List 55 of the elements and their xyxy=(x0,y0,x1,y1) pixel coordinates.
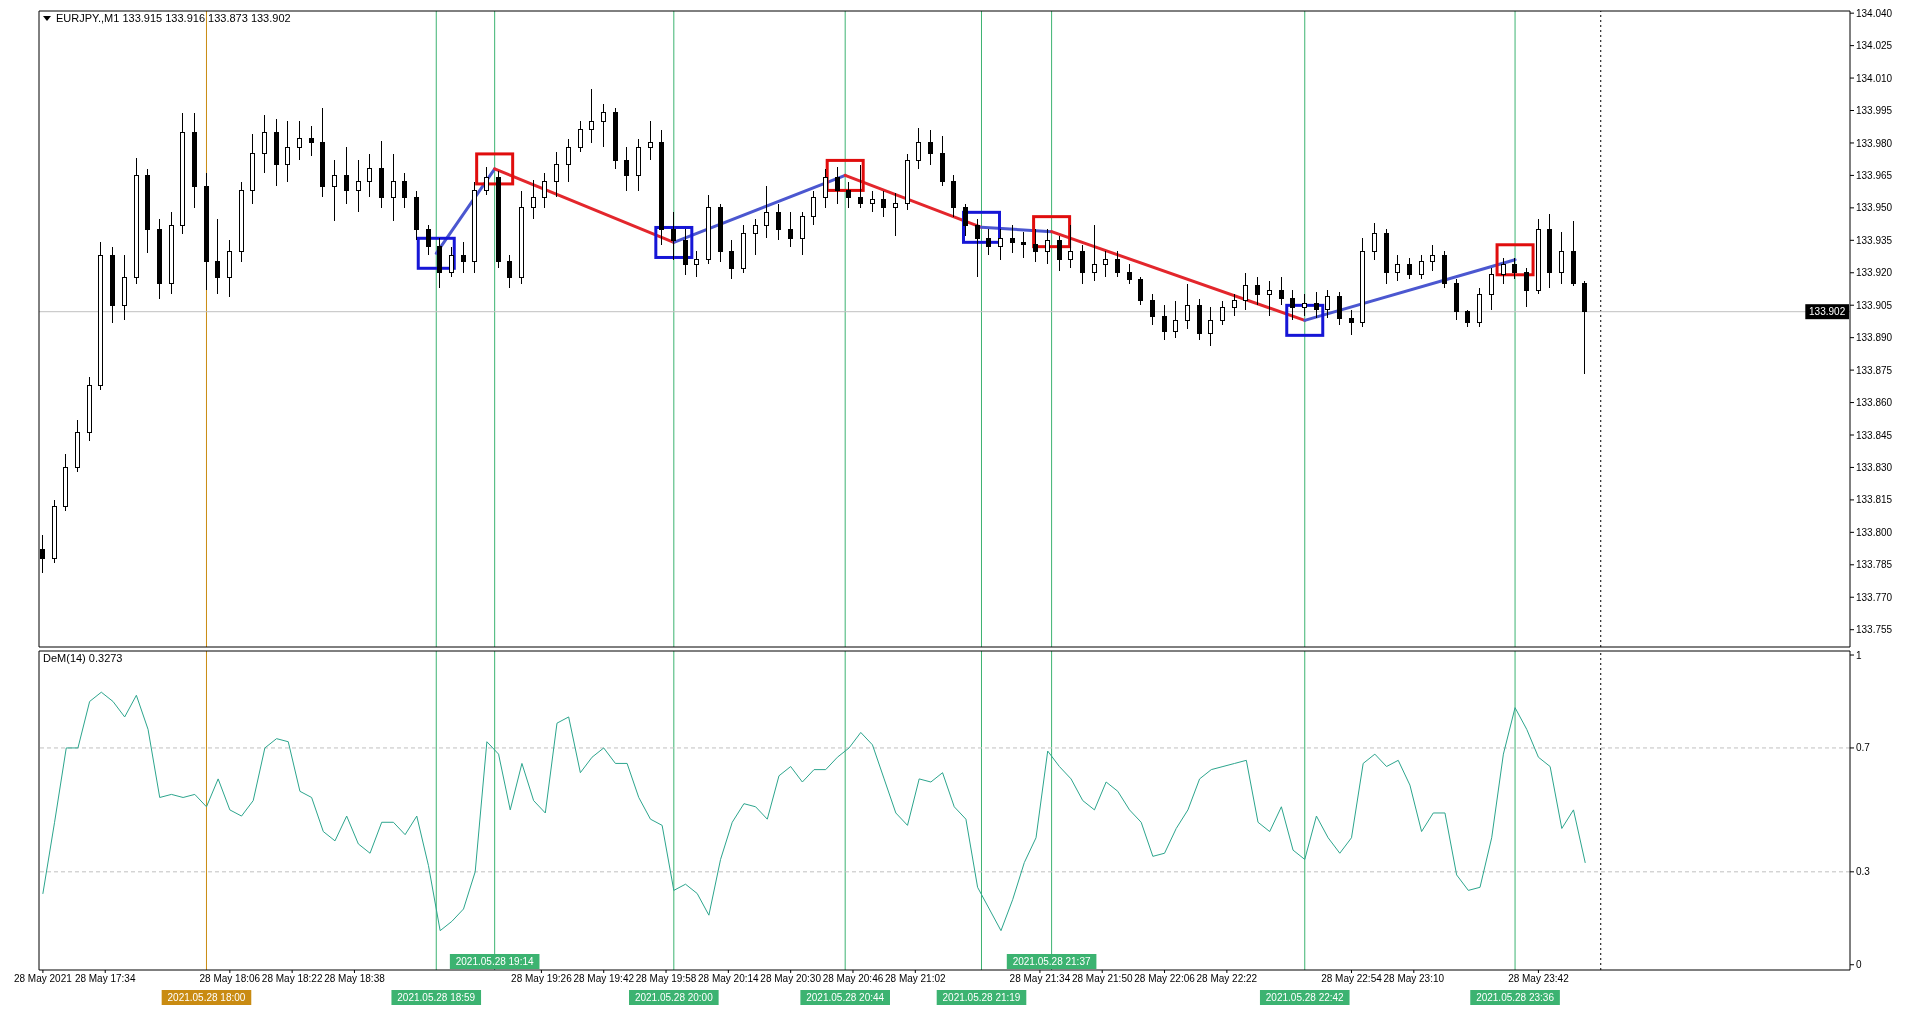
y-tick-label: 133.845 xyxy=(1856,429,1893,441)
ref-line-label: 2021.05.28 20:44 xyxy=(806,992,885,1003)
x-tick-label: 28 May 19:26 xyxy=(511,973,573,985)
x-tick-label: 28 May 2021 xyxy=(13,973,73,985)
y-tick-label: 1 xyxy=(1856,649,1862,661)
y-tick-label: 133.800 xyxy=(1856,526,1893,538)
ref-line-label: 2021.05.28 18:59 xyxy=(397,992,476,1003)
x-tick-label: 28 May 18:38 xyxy=(324,973,386,985)
y-tick-label: 134.025 xyxy=(1856,40,1893,52)
y-tick-label: 133.785 xyxy=(1856,559,1893,571)
x-tick-label: 28 May 18:06 xyxy=(199,973,261,985)
y-tick-label: 133.965 xyxy=(1856,169,1893,181)
y-tick-label: 133.995 xyxy=(1856,105,1893,117)
y-tick-label: 133.980 xyxy=(1856,137,1893,149)
x-tick-label: 28 May 20:46 xyxy=(822,973,884,985)
chart-title: DeM(14) 0.3273 xyxy=(43,652,123,664)
x-tick-label: 28 May 19:58 xyxy=(635,973,697,985)
y-tick-label: 133.815 xyxy=(1856,494,1893,506)
x-tick-label: 28 May 23:10 xyxy=(1383,973,1445,985)
x-tick-label: 28 May 21:50 xyxy=(1071,973,1133,985)
ref-line-label: 2021.05.28 19:14 xyxy=(455,956,535,967)
x-tick-label: 28 May 21:34 xyxy=(1009,973,1071,985)
y-tick-label: 133.875 xyxy=(1856,364,1893,376)
y-tick-label: 133.770 xyxy=(1856,591,1893,603)
y-tick-label: 133.890 xyxy=(1856,332,1893,344)
y-tick-label: 133.905 xyxy=(1856,299,1893,311)
y-tick-label: 133.920 xyxy=(1856,267,1893,279)
ref-line-label: 2021.05.28 18:00 xyxy=(167,992,246,1003)
x-tick-label: 28 May 23:42 xyxy=(1508,973,1570,985)
chart-title: EURJPY.,M1 133.915 133.916 133.873 133.902 xyxy=(56,12,291,24)
x-tick-label: 28 May 22:54 xyxy=(1321,973,1383,985)
y-tick-label: 0.7 xyxy=(1856,742,1871,754)
ref-line-label: 2021.05.28 23:36 xyxy=(1476,992,1555,1003)
x-tick-label: 28 May 22:22 xyxy=(1196,973,1258,985)
ref-line-label: 2021.05.28 20:00 xyxy=(634,992,714,1003)
y-tick-label: 134.040 xyxy=(1856,7,1893,19)
ref-line-label: 2021.05.28 22:42 xyxy=(1265,992,1345,1003)
y-tick-label: 133.755 xyxy=(1856,624,1893,636)
ref-line-label: 2021.05.28 21:19 xyxy=(942,992,1021,1003)
y-tick-label: 134.010 xyxy=(1856,72,1893,84)
x-tick-label: 28 May 18:22 xyxy=(261,973,323,985)
x-tick-label: 28 May 21:02 xyxy=(884,973,947,985)
ref-line-label: 133.902 xyxy=(1809,306,1846,318)
y-tick-label: 133.830 xyxy=(1856,462,1893,473)
y-tick-label: 133.935 xyxy=(1856,234,1893,246)
x-tick-label: 28 May 20:30 xyxy=(760,973,822,985)
x-tick-label: 28 May 19:42 xyxy=(573,973,635,985)
x-tick-label: 28 May 20:14 xyxy=(698,973,760,985)
y-tick-label: 133.950 xyxy=(1856,202,1893,214)
x-tick-label: 28 May 22:06 xyxy=(1134,973,1196,985)
y-tick-label: 0.3 xyxy=(1856,866,1871,878)
y-tick-label: 0 xyxy=(1856,959,1862,971)
y-tick-label: 133.860 xyxy=(1856,397,1893,409)
ref-line-label: 2021.05.28 21:37 xyxy=(1012,956,1091,967)
x-tick-label: 28 May 17:34 xyxy=(74,973,136,985)
